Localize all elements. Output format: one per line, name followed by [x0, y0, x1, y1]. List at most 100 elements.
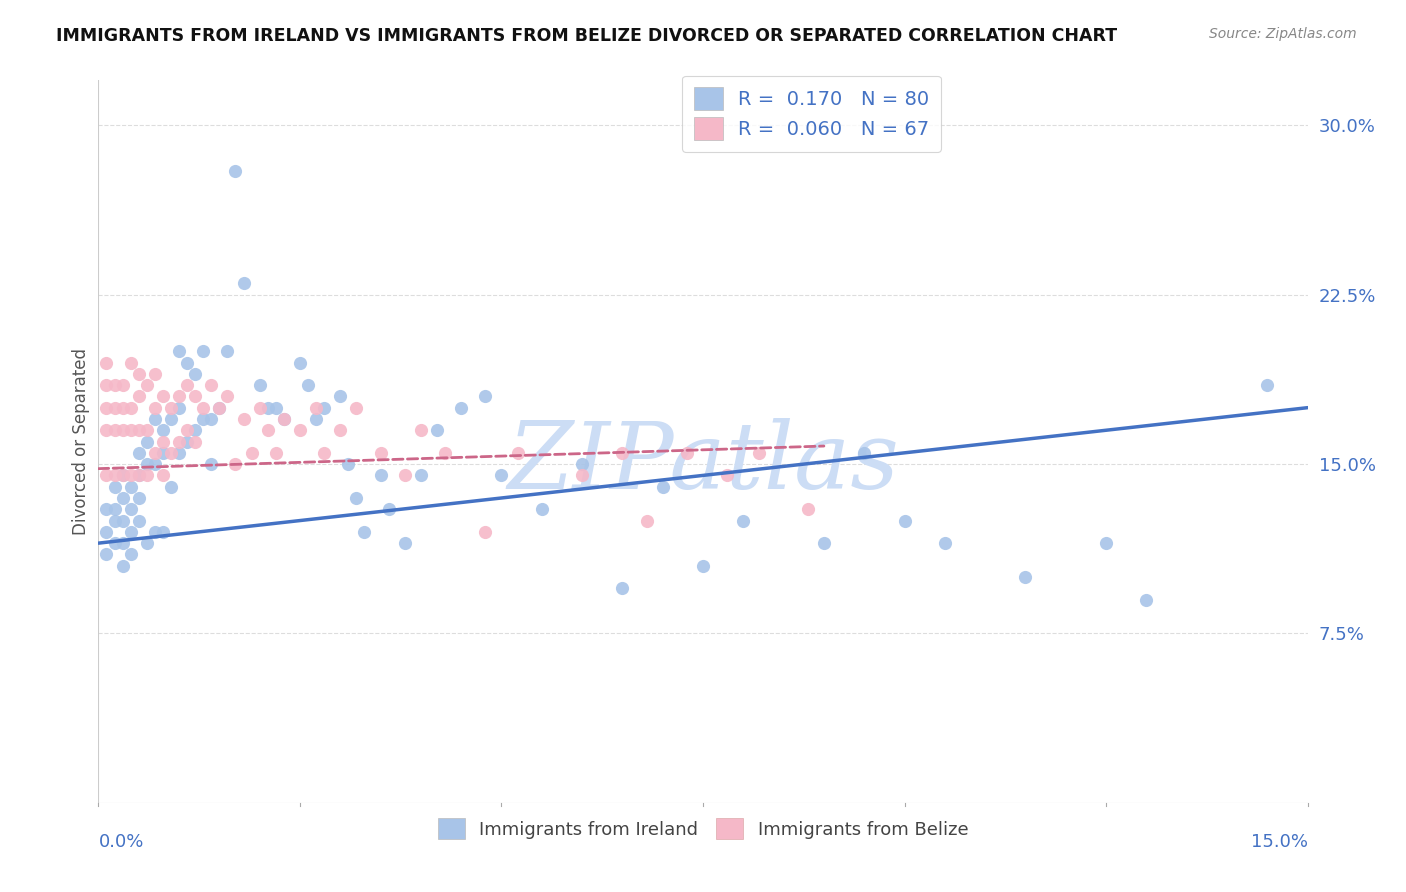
- Point: [120, 548, 142, 562]
- Point: [506, 446, 529, 460]
- Point: [636, 514, 658, 528]
- Point: [135, 378, 157, 392]
- Point: [103, 480, 125, 494]
- Point: [249, 401, 271, 415]
- Point: [167, 344, 190, 359]
- Text: Source: ZipAtlas.com: Source: ZipAtlas.com: [1209, 27, 1357, 41]
- Point: [152, 524, 174, 539]
- Point: [813, 536, 835, 550]
- Y-axis label: Divorced or Separated: Divorced or Separated: [72, 348, 90, 535]
- Point: [288, 355, 311, 369]
- Point: [135, 434, 157, 449]
- Point: [1135, 592, 1157, 607]
- Point: [329, 423, 352, 437]
- Point: [128, 468, 150, 483]
- Point: [893, 514, 915, 528]
- Point: [651, 480, 673, 494]
- Point: [111, 401, 134, 415]
- Point: [344, 401, 367, 415]
- Point: [103, 378, 125, 392]
- Point: [96, 502, 118, 516]
- Point: [143, 446, 166, 460]
- Point: [135, 536, 157, 550]
- Point: [143, 401, 166, 415]
- Point: [344, 491, 367, 505]
- Point: [152, 389, 174, 403]
- Point: [103, 423, 125, 437]
- Point: [394, 536, 416, 550]
- Point: [612, 446, 634, 460]
- Point: [111, 491, 134, 505]
- Point: [143, 457, 166, 471]
- Point: [96, 423, 118, 437]
- Point: [249, 378, 271, 392]
- Point: [571, 468, 593, 483]
- Point: [1256, 378, 1278, 392]
- Point: [135, 423, 157, 437]
- Point: [256, 401, 278, 415]
- Point: [120, 480, 142, 494]
- Point: [143, 412, 166, 426]
- Point: [128, 389, 150, 403]
- Point: [1095, 536, 1118, 550]
- Point: [370, 446, 392, 460]
- Point: [120, 355, 142, 369]
- Point: [314, 401, 336, 415]
- Point: [111, 423, 134, 437]
- Point: [474, 524, 496, 539]
- Point: [103, 514, 125, 528]
- Point: [676, 446, 699, 460]
- Point: [176, 423, 198, 437]
- Point: [111, 468, 134, 483]
- Point: [208, 401, 231, 415]
- Point: [256, 423, 278, 437]
- Point: [152, 423, 174, 437]
- Point: [128, 468, 150, 483]
- Point: [426, 423, 449, 437]
- Point: [240, 446, 263, 460]
- Point: [184, 434, 207, 449]
- Point: [184, 389, 207, 403]
- Text: IMMIGRANTS FROM IRELAND VS IMMIGRANTS FROM BELIZE DIVORCED OR SEPARATED CORRELAT: IMMIGRANTS FROM IRELAND VS IMMIGRANTS FR…: [56, 27, 1118, 45]
- Point: [224, 457, 246, 471]
- Point: [135, 457, 157, 471]
- Point: [120, 502, 142, 516]
- Point: [176, 378, 198, 392]
- Point: [152, 446, 174, 460]
- Point: [853, 446, 876, 460]
- Point: [184, 423, 207, 437]
- Point: [167, 401, 190, 415]
- Point: [160, 480, 183, 494]
- Point: [297, 378, 319, 392]
- Point: [160, 446, 183, 460]
- Point: [377, 502, 399, 516]
- Point: [167, 389, 190, 403]
- Point: [200, 457, 222, 471]
- Point: [193, 344, 215, 359]
- Point: [167, 446, 190, 460]
- Point: [337, 457, 360, 471]
- Point: [200, 378, 222, 392]
- Text: 0.0%: 0.0%: [98, 833, 143, 851]
- Point: [96, 468, 118, 483]
- Point: [128, 446, 150, 460]
- Point: [120, 468, 142, 483]
- Point: [152, 434, 174, 449]
- Point: [176, 434, 198, 449]
- Point: [176, 355, 198, 369]
- Text: ZIPatlas: ZIPatlas: [508, 418, 898, 508]
- Point: [193, 401, 215, 415]
- Point: [571, 457, 593, 471]
- Point: [167, 434, 190, 449]
- Point: [264, 401, 287, 415]
- Point: [103, 536, 125, 550]
- Legend: Immigrants from Ireland, Immigrants from Belize: Immigrants from Ireland, Immigrants from…: [429, 809, 977, 848]
- Point: [103, 502, 125, 516]
- Point: [314, 446, 336, 460]
- Point: [111, 514, 134, 528]
- Point: [434, 446, 457, 460]
- Point: [120, 401, 142, 415]
- Point: [450, 401, 472, 415]
- Point: [184, 367, 207, 381]
- Point: [305, 401, 328, 415]
